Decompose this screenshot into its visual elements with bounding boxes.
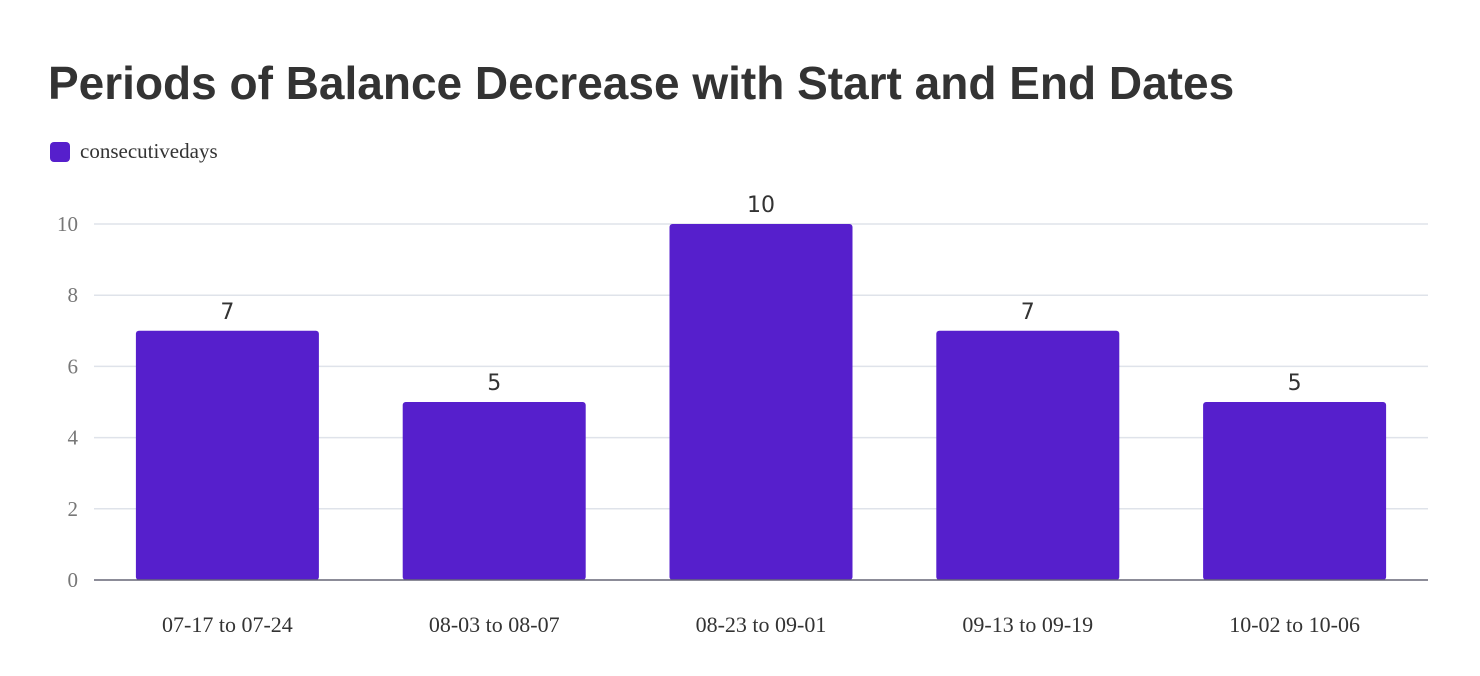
data-label: 7 <box>220 300 234 325</box>
legend-swatch <box>50 141 70 162</box>
y-tick-label: 4 <box>68 426 79 450</box>
chart-title: Periods of Balance Decrease with Start a… <box>48 57 1235 109</box>
bar <box>1203 402 1387 580</box>
y-tick-label: 10 <box>57 212 78 236</box>
legend-label: consecutivedays <box>80 139 218 163</box>
data-label: 5 <box>487 371 501 396</box>
x-category-label: 08-23 to 09-01 <box>696 612 827 637</box>
bar <box>669 224 853 580</box>
legend: consecutivedays <box>50 139 218 164</box>
x-category-label: 07-17 to 07-24 <box>162 612 293 637</box>
bar <box>135 330 319 580</box>
x-category-label: 08-03 to 08-07 <box>429 612 560 637</box>
bar <box>402 402 586 580</box>
y-tick-label: 2 <box>68 497 79 521</box>
data-label: 5 <box>1288 371 1302 396</box>
x-category-label: 09-13 to 09-19 <box>962 612 1093 637</box>
data-label: 7 <box>1021 300 1035 325</box>
y-tick-label: 6 <box>68 354 79 378</box>
x-category-label: 10-02 to 10-06 <box>1229 612 1360 637</box>
bar <box>936 330 1120 580</box>
y-tick-label: 0 <box>68 568 79 592</box>
y-tick-label: 8 <box>68 283 79 307</box>
data-label: 10 <box>747 193 775 218</box>
